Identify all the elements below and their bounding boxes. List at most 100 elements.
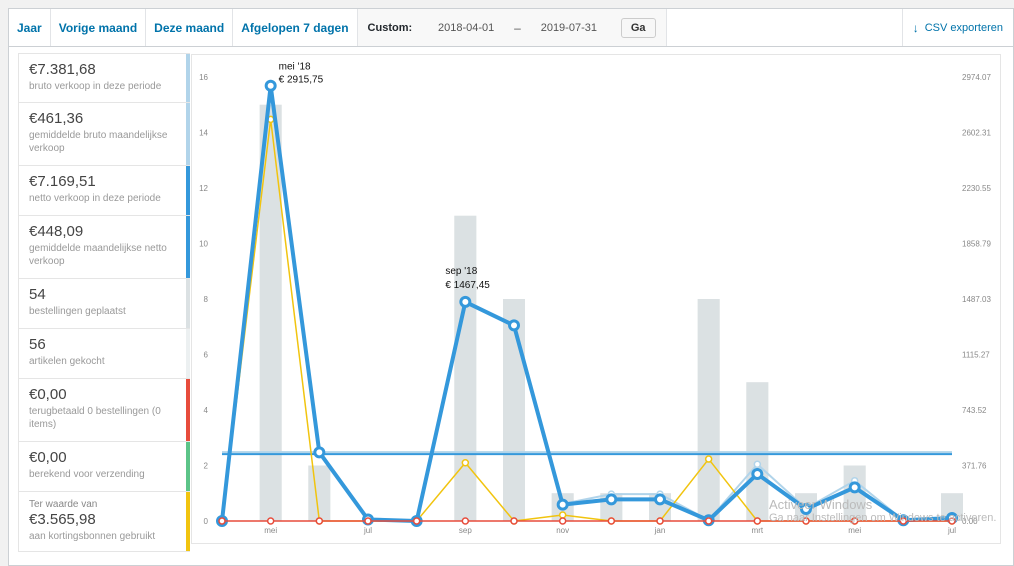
x-axis-tick: jul [363,526,372,535]
legend-item[interactable]: €0,00 berekend voor verzending [18,442,190,492]
left-axis-tick: 12 [199,184,208,193]
orders-bar [941,493,963,521]
report-panel: €7.381,68 bruto verkoop in deze periode €4… [8,46,1014,566]
right-axis-tick: 2230.55 [962,184,991,193]
legend-description: berekend voor verzending [29,469,145,480]
net-sales-line [220,83,953,523]
refunds-point [510,517,518,525]
legend-description: gemiddelde maandelijkse netto verkoop [29,243,167,267]
legend-value: €0,00 [29,449,67,466]
legend-prefix: Ter waarde van [29,499,98,510]
legend-color-bar [186,216,190,278]
right-axis-tick: 1487.03 [962,295,991,304]
legend-item[interactable]: €461,36 gemiddelde bruto maandelijkse ver… [18,103,190,166]
refunds-point [315,517,324,525]
end-date-input[interactable] [526,20,611,35]
gross-sales-point [753,460,762,469]
tab-this-month[interactable]: Deze maand [146,9,234,46]
legend-item[interactable]: €7.381,68 bruto verkoop in deze periode [18,53,190,103]
legend-item[interactable]: €448,09 gemiddelde maandelijkse netto ver… [18,216,190,279]
legend-item[interactable]: €7.169,51 netto verkoop in deze periode [18,166,190,216]
net-sales-point [459,295,472,308]
net-sales-point [508,319,520,332]
chart-area: 0 2 4 6 8 10 12 14 16 0.00 371.76 743.52 1115.27 1487… [191,54,1001,544]
tooltip-value: € 1467,45 [445,280,490,291]
right-axis-tick: 1858.79 [962,240,991,249]
legend-description: aan kortingsbonnen gebruikt [29,531,156,542]
legend-description: netto verkoop in deze periode [29,193,161,204]
legend-description: bruto verkoop in deze periode [29,81,162,92]
x-axis-tick: jul [947,526,956,535]
tooltip-label: sep '18 [445,266,477,277]
legend-item[interactable]: Ter waarde van €3.565,98 aan kortingsbonne… [18,492,190,552]
net-sales-point [313,446,326,459]
legend-value: 56 [29,336,46,353]
tab-last-month[interactable]: Vorige maand [51,9,147,46]
right-axis-tick: 743.52 [962,406,987,415]
legend-description: artikelen gekocht [29,356,105,367]
refunds-point [704,517,713,525]
go-button[interactable]: Ga [620,17,656,38]
net-sales-point [848,481,861,494]
legend-item[interactable]: 56 artikelen gekocht [18,329,190,379]
start-date-input[interactable] [424,20,509,35]
legend-color-bar [186,103,190,165]
right-axis-tick: 1115.27 [962,351,990,360]
orders-bar [454,215,477,521]
refunds-point [607,517,616,525]
csv-export-link[interactable]: ↓ CSV exporteren [901,9,1013,46]
refunds-point [266,517,275,525]
left-axis-tick: 0 [204,517,209,526]
left-axis-tick: 6 [204,351,209,360]
sales-chart: 0 2 4 6 8 10 12 14 16 0.00 371.76 743.52 1115.27 1487… [199,62,991,535]
x-axis-tick: jan [654,526,666,535]
refunds-point [802,517,810,525]
net-sales-point [654,493,666,506]
windows-watermark: Activeer Windows Ga naar Instellingen om… [769,497,996,524]
refunds-point [218,517,226,525]
refunds-point [948,517,956,525]
x-axis-tick: mei [264,526,277,535]
left-axis-tick: 14 [199,129,208,138]
legend-item[interactable]: €0,00 terugbetaald 0 bestellingen (0 item… [18,379,190,442]
tab-last-7-days[interactable]: Afgelopen 7 dagen [233,9,358,46]
watermark-sub: Ga naar Instellingen om Windows te activ… [769,512,997,524]
coupons-point [558,511,567,519]
refunds-point [412,517,421,525]
orders-bar [308,465,331,521]
tooltip-label: mei '18 [279,62,311,73]
legend-value: €7.169,51 [29,173,96,190]
coupons-point [704,455,713,463]
refunds-point [753,517,762,525]
legend-value: €7.381,68 [29,61,96,78]
net-sales-point [605,493,618,506]
net-sales-point [556,498,569,511]
custom-label: Custom: [367,21,413,34]
legend-color-bar [186,329,190,378]
orders-bar [259,104,282,521]
right-axis-tick: 371.76 [962,462,987,471]
orders-bar [697,299,720,521]
legend-item[interactable]: 54 bestellingen geplaatst [18,279,190,329]
legend-color-bar [186,166,190,215]
refunds-point [461,517,470,525]
tab-year[interactable]: Jaar [9,9,51,46]
chart-legend: €7.381,68 bruto verkoop in deze periode €4… [18,53,190,552]
net-sales-point [264,79,277,92]
legend-description: gemiddelde bruto maandelijkse verkoop [29,130,168,154]
legend-color-bar [186,279,190,328]
refunds-point [364,517,372,525]
legend-description: bestellingen geplaatst [29,306,126,317]
tab-spacer [666,9,902,46]
x-axis-tick: nov [556,526,569,535]
range-tabs: Jaar Vorige maand Deze maand Afgelopen 7… [8,8,1014,46]
refunds-point [656,517,664,525]
legend-value: €3.565,98 [29,511,96,528]
refunds-point [850,517,859,525]
download-arrow-icon: ↓ [912,20,919,35]
net-sales-point [800,503,812,516]
gross-sales-line [221,82,953,522]
x-axis-tick: mei [848,526,861,535]
watermark-title: Activeer Windows [769,497,873,512]
x-axis-tick: sep [459,526,472,535]
